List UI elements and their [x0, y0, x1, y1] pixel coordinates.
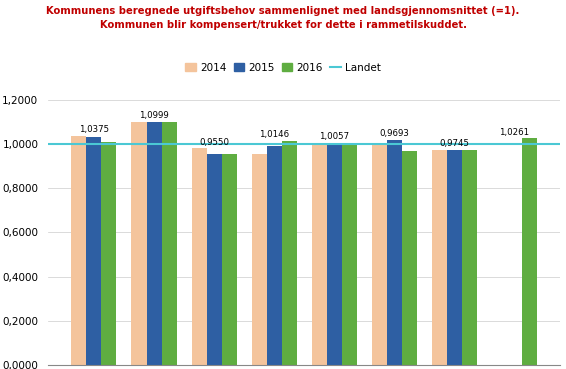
- Bar: [147, 122, 161, 365]
- Text: 0,9693: 0,9693: [379, 129, 409, 138]
- Text: Kommunen blir kompensert/trukket for dette i rammetilskuddet.: Kommunen blir kompensert/trukket for det…: [100, 20, 466, 30]
- Bar: [191, 148, 207, 365]
- Bar: [87, 137, 101, 365]
- Bar: [252, 154, 267, 365]
- Text: 0,9550: 0,9550: [199, 138, 229, 147]
- Bar: [387, 139, 402, 365]
- Bar: [71, 136, 87, 365]
- Legend: 2014, 2015, 2016, Landet: 2014, 2015, 2016, Landet: [181, 59, 385, 77]
- Bar: [327, 144, 342, 365]
- Bar: [432, 149, 447, 365]
- Bar: [342, 143, 357, 365]
- Bar: [207, 154, 222, 365]
- Bar: [131, 122, 147, 365]
- Bar: [462, 149, 477, 365]
- Text: 1,0146: 1,0146: [259, 130, 289, 139]
- Bar: [222, 154, 237, 365]
- Bar: [101, 142, 117, 365]
- Text: 1,0057: 1,0057: [319, 132, 349, 141]
- Bar: [267, 146, 282, 365]
- Bar: [402, 151, 417, 365]
- Text: Kommunens beregnede utgiftsbehov sammenlignet med landsgjennomsnittet (=1).: Kommunens beregnede utgiftsbehov sammenl…: [46, 6, 520, 15]
- Bar: [312, 144, 327, 365]
- Bar: [372, 144, 387, 365]
- Bar: [282, 141, 297, 365]
- Text: 1,0999: 1,0999: [139, 111, 169, 120]
- Text: 0,9745: 0,9745: [439, 139, 469, 148]
- Bar: [522, 138, 537, 365]
- Bar: [447, 149, 462, 365]
- Bar: [161, 122, 177, 365]
- Text: 1,0375: 1,0375: [79, 125, 109, 134]
- Text: 1,0261: 1,0261: [499, 128, 530, 137]
